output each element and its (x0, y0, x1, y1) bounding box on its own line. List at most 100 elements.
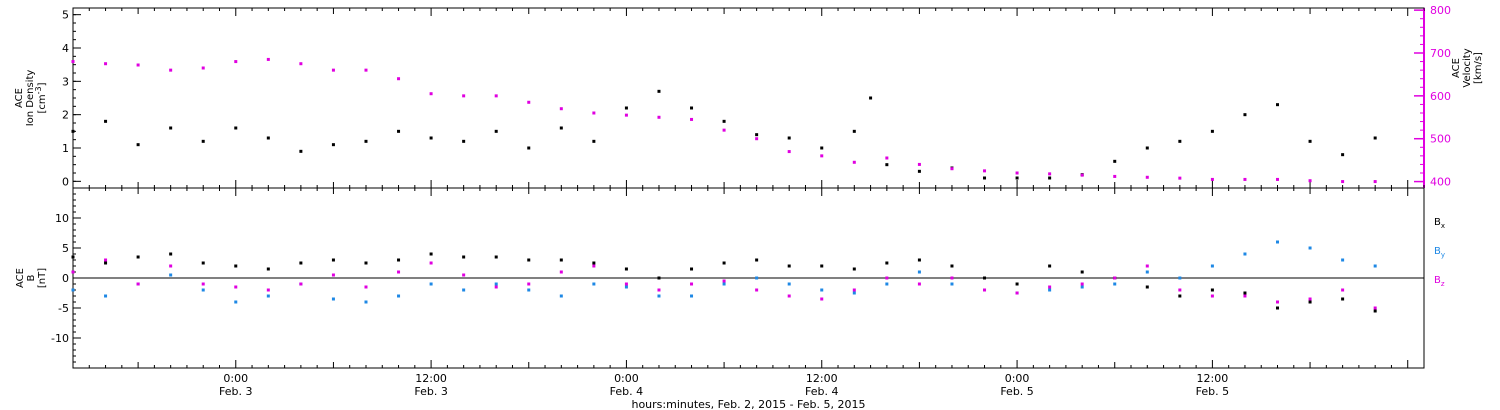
bz-point (462, 273, 466, 277)
by-point (266, 294, 270, 298)
by-point (331, 297, 335, 301)
by-point (852, 291, 856, 295)
velocity-point (234, 60, 238, 64)
bz-point (299, 282, 303, 286)
density-point (494, 129, 498, 133)
axis-ticks (72, 8, 1425, 368)
density-point (755, 133, 759, 137)
by-point (1145, 270, 1149, 274)
density-point (885, 163, 889, 167)
bz-point (136, 282, 140, 286)
velocity-point (885, 156, 889, 160)
x-tick-time-label: 0:00 (614, 372, 639, 385)
velocity-point (136, 63, 140, 67)
density-point (1015, 176, 1019, 180)
bz-point (1341, 288, 1345, 292)
bx-point (364, 261, 368, 265)
x-tick-date-label: Feb. 3 (219, 385, 252, 398)
bx-point (1015, 282, 1019, 286)
bz-point (201, 282, 205, 286)
bx-point (885, 261, 889, 265)
bz-point (234, 285, 238, 289)
bx-point (592, 261, 596, 265)
by-point (624, 285, 628, 289)
velocity-point (722, 128, 726, 132)
density-tick-label: 2 (62, 109, 69, 122)
bz-point (755, 288, 759, 292)
density-point (624, 106, 628, 110)
velocity-point (494, 94, 498, 98)
b-tick-label: 0 (62, 272, 69, 285)
by-point (787, 282, 791, 286)
by-point (71, 288, 75, 292)
bz-point (983, 288, 987, 292)
bx-point (787, 264, 791, 268)
bx-point (429, 252, 433, 256)
by-point (1341, 258, 1345, 262)
velocity-point (364, 68, 368, 72)
density-point (787, 136, 791, 140)
density-point (983, 176, 987, 180)
bx-point (1341, 297, 1345, 301)
density-point (690, 106, 694, 110)
bx-point (266, 267, 270, 271)
by-point (1080, 285, 1084, 289)
bz-point (494, 285, 498, 289)
bx-point (397, 258, 401, 262)
bx-point (722, 261, 726, 265)
density-point (169, 126, 173, 130)
velocity-point (1341, 180, 1345, 184)
density-point (1243, 113, 1247, 117)
density-axis-title: ACE Ion Density [cm-3] (14, 70, 48, 127)
bx-point (983, 276, 987, 280)
bz-point (1373, 306, 1377, 310)
density-title-line: Ion Density (25, 70, 36, 127)
velocity-point (1145, 175, 1149, 179)
bx-point (169, 252, 173, 256)
by-point (364, 300, 368, 304)
velocity-title-line: [km/s] (1473, 52, 1484, 84)
by-point (494, 282, 498, 286)
velocity-point (690, 117, 694, 121)
bz-point (1178, 288, 1182, 292)
density-point (1178, 139, 1182, 143)
velocity-tick-label: 500 (1430, 133, 1451, 146)
bz-point (1015, 291, 1019, 295)
velocity-point (852, 160, 856, 164)
by-point (657, 294, 661, 298)
bz-point (624, 282, 628, 286)
by-point (950, 282, 954, 286)
bz-point (104, 258, 108, 262)
density-point (331, 143, 335, 147)
density-point (364, 139, 368, 143)
by-point (1113, 282, 1117, 286)
density-point (462, 139, 466, 143)
velocity-point (624, 113, 628, 117)
velocity-point (950, 167, 954, 171)
density-point (201, 139, 205, 143)
bx-point (71, 255, 75, 259)
density-point (266, 136, 270, 140)
velocity-point (1015, 171, 1019, 175)
bx-point (494, 255, 498, 259)
bx-point (1373, 309, 1377, 313)
plot-frames (72, 7, 1425, 369)
bz-point (950, 276, 954, 280)
bx-point (657, 276, 661, 280)
density-point (299, 149, 303, 153)
velocity-point (1243, 177, 1247, 181)
bz-point (331, 273, 335, 277)
density-point (1048, 176, 1052, 180)
top-panel-frame (72, 7, 1425, 189)
x-tick-time-label: 0:00 (1005, 372, 1030, 385)
x-tick-time-label: 12:00 (415, 372, 447, 385)
velocity-point (331, 68, 335, 72)
bz-point (917, 282, 921, 286)
density-point (397, 129, 401, 133)
bz-point (397, 270, 401, 274)
velocity-point (1210, 177, 1214, 181)
velocity-point (917, 162, 921, 166)
bz-point (266, 288, 270, 292)
by-point (820, 288, 824, 292)
velocity-point (1276, 177, 1280, 181)
